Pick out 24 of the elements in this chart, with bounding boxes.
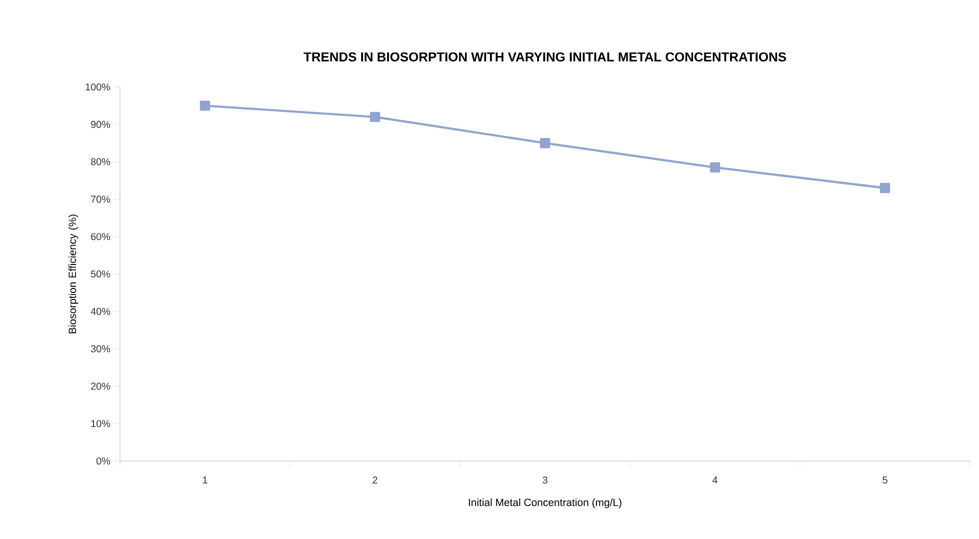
point xyxy=(880,182,890,194)
y-tick-label: 0% xyxy=(96,457,110,465)
y-tick-label: 60% xyxy=(91,233,110,240)
y-tick-label: 50% xyxy=(90,270,110,278)
x-tick-label: 5 xyxy=(882,476,888,484)
point xyxy=(710,162,720,173)
y-tick-label: 20% xyxy=(91,382,110,390)
y-tick-label: 80% xyxy=(90,158,110,166)
x-axis-title: Initial Metal Concentration (mg/L) xyxy=(468,498,622,508)
y-tick-label: 10% xyxy=(91,420,110,428)
y-tick-label: 100% xyxy=(86,83,110,91)
point xyxy=(540,138,550,148)
point xyxy=(370,112,380,122)
point xyxy=(200,100,210,111)
x-tick-label: 2 xyxy=(372,476,378,484)
y-axis-title: Biosorption Efficiency (%) xyxy=(68,214,78,334)
x-tick-label: 3 xyxy=(542,476,548,484)
y-tick-label: 70% xyxy=(91,196,110,203)
y-tick-label: 40% xyxy=(90,308,110,315)
x-tick-label: 1 xyxy=(203,476,208,484)
chart-title: TRENDS IN BIOSORPTION WITH VARYING INITIAL METAL CONCENTRATIONS xyxy=(304,52,786,62)
y-tick-label: 30% xyxy=(90,345,110,352)
y-tick-label: 90% xyxy=(91,120,110,128)
x-tick-label: 4 xyxy=(712,476,718,484)
